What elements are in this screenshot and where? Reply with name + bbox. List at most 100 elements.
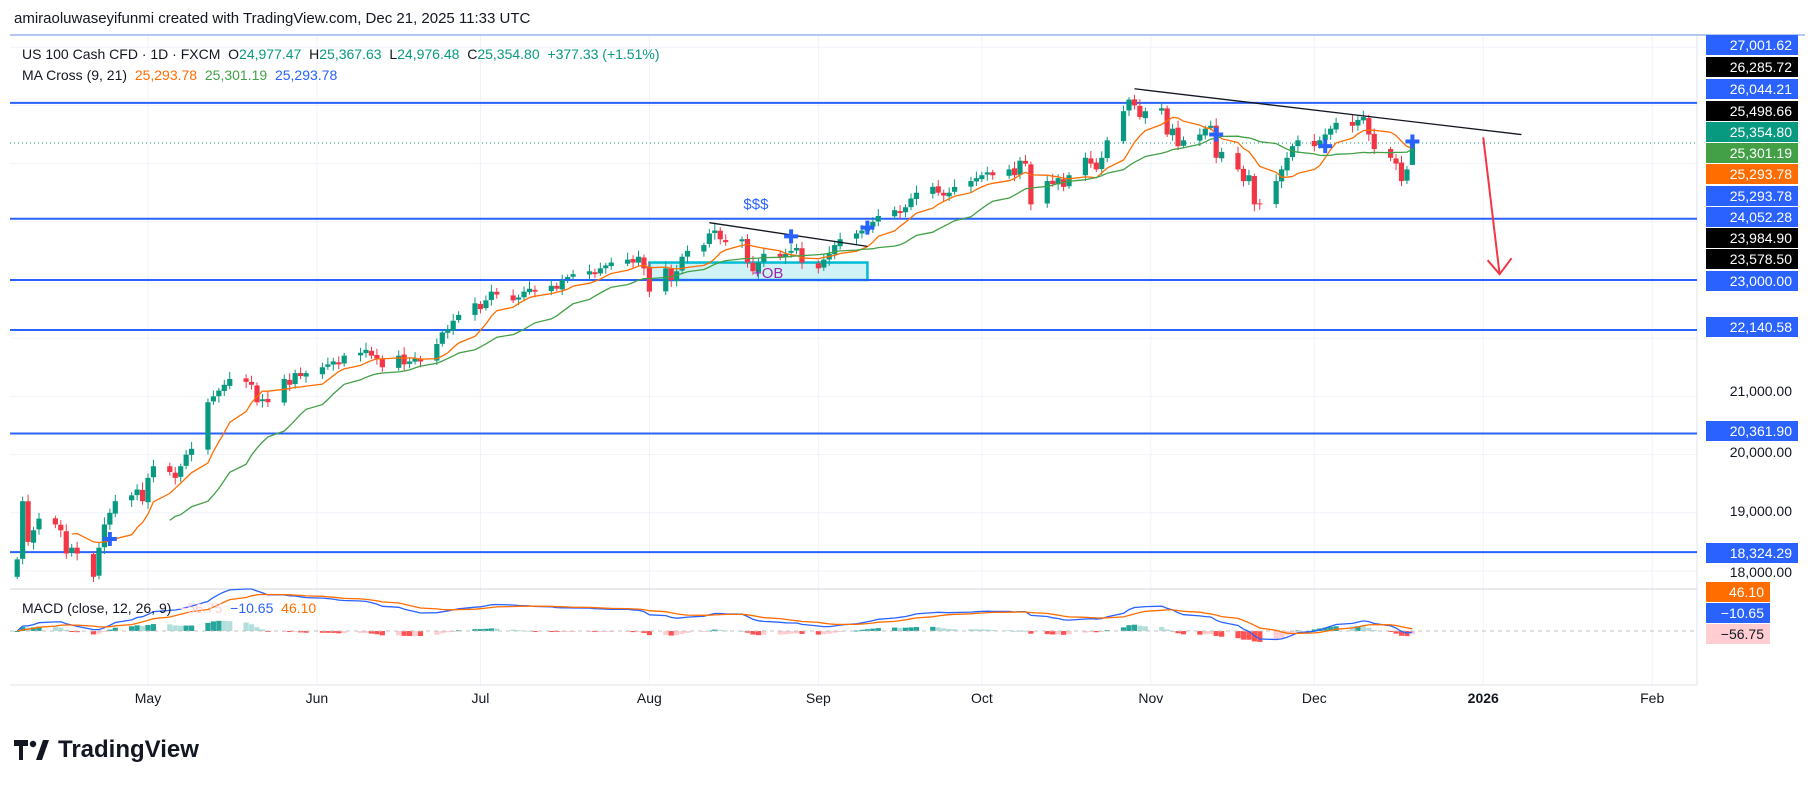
- ma-cross-marker-icon: [784, 229, 799, 244]
- candle-body: [832, 245, 838, 255]
- symbol-title[interactable]: US 100 Cash CFD · 1D · FXCM: [22, 46, 221, 62]
- candle-body: [74, 547, 80, 554]
- macd-histogram-bar: [1213, 631, 1219, 637]
- macd-histogram-bar: [221, 620, 227, 631]
- candle-body: [412, 358, 418, 362]
- candle-body: [793, 247, 800, 251]
- macd-histogram-bar: [663, 631, 669, 635]
- low-label: L: [389, 46, 398, 62]
- close-value: 25,354.80: [477, 46, 540, 62]
- candle-body: [205, 402, 211, 450]
- candle-body: [1219, 151, 1225, 159]
- candle-body: [777, 253, 783, 257]
- candle-body: [853, 233, 860, 239]
- macd-histogram-bar: [641, 631, 647, 633]
- symbol-legend: US 100 Cash CFD · 1D · FXCM O24,977.47 H…: [22, 44, 660, 86]
- macd-histogram-bar: [1159, 626, 1165, 631]
- macd-histogram-bar: [254, 627, 260, 631]
- price-axis-label: 23,578.50: [1706, 249, 1798, 269]
- macd-title[interactable]: MACD (close, 12, 26, 9): [22, 600, 172, 616]
- candle-body: [1333, 122, 1339, 130]
- macd-histogram-bar: [227, 621, 233, 631]
- candle-body: [635, 256, 642, 263]
- time-axis-label: 2026: [1467, 690, 1499, 706]
- macd-histogram-bar: [145, 624, 151, 631]
- price-axis-label: 20,000.00: [1729, 444, 1792, 460]
- time-axis-label: Jun: [305, 690, 329, 706]
- candle-body: [396, 355, 402, 368]
- candle-body: [1322, 134, 1328, 140]
- candle-body: [510, 295, 516, 301]
- macd-histogram-bar: [1388, 631, 1394, 632]
- time-axis-label: Jul: [471, 690, 490, 706]
- candle-body: [1099, 157, 1105, 170]
- macd-histogram-bar: [646, 631, 652, 636]
- candle-body: [150, 466, 157, 478]
- candle-body: [897, 211, 903, 214]
- macd-histogram-bar: [36, 626, 42, 631]
- price-axis-label: 18,324.29: [1706, 543, 1798, 563]
- candle-body: [417, 359, 424, 362]
- candle-body: [172, 472, 178, 478]
- candle-body: [1170, 128, 1176, 136]
- candle-body: [952, 186, 958, 192]
- bearish-arrow-head: [1486, 257, 1513, 276]
- macd-signal-value: 46.10: [281, 600, 317, 616]
- macd-histogram-bar: [63, 629, 69, 631]
- ma-cross-marker-icon: [1318, 139, 1333, 154]
- chart-canvas[interactable]: [0, 0, 1700, 700]
- macd-histogram-bar: [167, 624, 173, 631]
- macd-histogram-bar: [984, 629, 990, 631]
- macd-histogram-bar: [107, 629, 113, 631]
- tradingview-logo[interactable]: TradingView: [14, 736, 199, 764]
- macd-histogram-bar: [1355, 626, 1361, 631]
- candle-body: [325, 364, 331, 367]
- price-axis-label: 27,001.62: [1706, 35, 1798, 55]
- candle-body: [450, 320, 456, 331]
- macd-histogram-bar: [1311, 629, 1317, 631]
- time-axis-label: Feb: [1640, 690, 1665, 706]
- candle-body: [554, 285, 560, 289]
- macd-histogram-bar: [1120, 627, 1127, 631]
- macd-histogram-bar: [357, 631, 364, 634]
- macd-histogram-bar: [1366, 627, 1372, 631]
- macd-histogram-bar: [510, 629, 516, 631]
- candle-body: [1398, 162, 1405, 182]
- macd-histogram-bar: [477, 629, 484, 631]
- macd-histogram-bar: [674, 631, 680, 636]
- candle-body: [167, 466, 173, 473]
- macd-histogram-bar: [750, 631, 756, 635]
- macd-histogram-bar: [799, 631, 805, 634]
- ma-slow-value: 25,301.19: [204, 67, 268, 83]
- macd-histogram-bar: [783, 631, 789, 635]
- candle-body: [379, 358, 385, 368]
- candle-body: [248, 381, 255, 385]
- open-label: O: [228, 46, 240, 62]
- ma-cross-title[interactable]: MA Cross (9, 21): [22, 67, 128, 83]
- candle-body: [1159, 108, 1165, 111]
- trendline: [1134, 88, 1522, 136]
- macd-histogram-bar: [935, 627, 941, 631]
- macd-histogram-bar: [374, 631, 380, 635]
- candle-body: [630, 259, 636, 263]
- candle-body: [298, 373, 304, 377]
- macd-histogram-bar: [303, 631, 309, 633]
- candle-body: [984, 172, 990, 175]
- candle-body: [1284, 157, 1290, 171]
- candle-body: [336, 362, 342, 365]
- candle-body: [14, 559, 20, 577]
- candle-body: [597, 268, 603, 274]
- macd-histogram-bar: [630, 631, 636, 633]
- macd-histogram-bar: [58, 627, 64, 631]
- candle-body: [210, 396, 216, 402]
- candle-body: [526, 288, 533, 293]
- candle-body: [90, 554, 97, 577]
- price-axis-label: 25,293.78: [1706, 186, 1798, 206]
- macd-histogram-bar: [1371, 629, 1377, 631]
- macd-histogram-bar: [1093, 631, 1099, 633]
- price-axis-label: 26,285.72: [1706, 57, 1798, 77]
- macd-histogram-bar: [892, 627, 898, 631]
- candle-body: [30, 530, 37, 543]
- macd-histogram-bar: [1050, 631, 1056, 635]
- candle-body: [1257, 203, 1263, 205]
